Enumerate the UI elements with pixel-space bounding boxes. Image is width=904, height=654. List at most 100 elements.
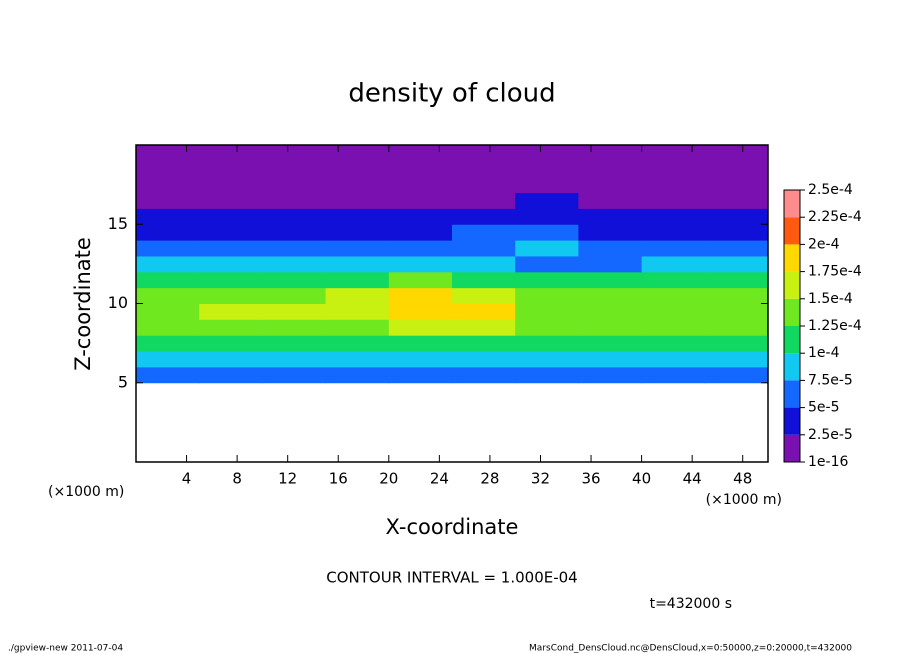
heat-cell <box>136 271 200 289</box>
x-tick-label: 28 <box>480 470 499 488</box>
colorbar-label: 1.25e-4 <box>808 318 862 334</box>
heat-cell <box>452 255 516 273</box>
heat-cell <box>262 160 327 178</box>
heat-cell <box>452 224 516 241</box>
heat-cell <box>515 351 579 368</box>
heat-cell <box>262 366 327 384</box>
heat-cell <box>262 287 327 304</box>
x-tick-label: 32 <box>531 470 550 488</box>
x-tick-label: 24 <box>430 470 449 488</box>
heat-cell <box>262 319 327 336</box>
heat-cell <box>136 208 200 225</box>
heat-cell <box>515 224 579 241</box>
heat-cell <box>262 351 327 368</box>
heat-cell <box>136 192 200 209</box>
heat-cell <box>704 335 769 352</box>
heat-cell <box>452 208 516 225</box>
heat-cell <box>199 366 263 384</box>
heat-cell <box>452 335 516 352</box>
heat-cell <box>325 160 390 178</box>
heat-cell <box>388 303 453 320</box>
colorbar-label: 2e-4 <box>808 236 840 252</box>
heat-cell <box>325 287 390 304</box>
heat-cell <box>388 366 453 384</box>
heat-cell <box>136 351 200 368</box>
heat-cell <box>452 287 516 304</box>
heat-cell <box>388 351 453 368</box>
heat-cell <box>262 208 327 225</box>
colorbar-swatch <box>784 326 800 354</box>
heat-cell <box>641 160 706 178</box>
colorbar-swatch <box>784 244 800 272</box>
x-tick-label: 8 <box>232 470 242 488</box>
heat-cell <box>388 319 453 336</box>
heat-cell <box>641 224 706 241</box>
heat-cell <box>199 319 263 336</box>
heat-cell <box>262 255 327 273</box>
heat-cell <box>388 240 453 257</box>
heat-cell <box>452 351 516 368</box>
heat-cell <box>641 287 706 304</box>
heat-cell <box>262 271 327 289</box>
x-tick-label: 4 <box>182 470 192 488</box>
colorbar-swatch <box>784 380 800 408</box>
heat-cell <box>515 303 579 320</box>
x-tick-label: 16 <box>329 470 348 488</box>
heat-cell <box>578 145 643 162</box>
heat-cell <box>388 208 453 225</box>
heat-cell <box>388 255 453 273</box>
heat-cell <box>452 160 516 178</box>
y-tick-label: 5 <box>118 372 128 391</box>
colorbar-label: 1e-16 <box>808 454 848 470</box>
heat-cell <box>325 319 390 336</box>
heat-cell <box>325 145 390 162</box>
heat-cell <box>578 366 643 384</box>
y-tick-label: 10 <box>108 293 128 312</box>
heat-cell <box>641 208 706 225</box>
heat-cell <box>199 351 263 368</box>
heat-cell <box>262 335 327 352</box>
colorbar-label: 2.5e-4 <box>808 182 853 198</box>
heat-cell <box>199 271 263 289</box>
x-unit: (×1000 m) <box>48 484 124 500</box>
heat-cell <box>262 303 327 320</box>
x-tick-label: 36 <box>581 470 600 488</box>
y-axis-label: Z-coordinate <box>71 237 95 371</box>
heat-cell <box>199 240 263 257</box>
heat-cell <box>262 176 327 194</box>
footer-right: MarsCond_DensCloud.nc@DensCloud,x=0:5000… <box>529 644 852 654</box>
heat-cell <box>515 366 579 384</box>
heat-cell <box>388 271 453 289</box>
heat-cell <box>136 240 200 257</box>
heat-cell <box>388 192 453 209</box>
contour-interval: CONTOUR INTERVAL = 1.000E-04 <box>326 569 577 587</box>
heat-cell <box>641 240 706 257</box>
heat-cell <box>262 224 327 241</box>
heat-cell <box>325 255 390 273</box>
heat-cell <box>704 192 769 209</box>
heat-cell <box>452 240 516 257</box>
x-tick-label: 40 <box>632 470 651 488</box>
heat-cell <box>452 303 516 320</box>
heat-cell <box>325 192 390 209</box>
heat-cell <box>262 240 327 257</box>
x-tick-label: 48 <box>733 470 752 488</box>
heat-cell <box>325 208 390 225</box>
heat-cell <box>704 271 769 289</box>
heat-cell <box>641 351 706 368</box>
heat-cell <box>136 287 200 304</box>
colorbar-label: 2.25e-4 <box>808 209 862 225</box>
heat-cell <box>704 255 769 273</box>
heat-cell <box>199 208 263 225</box>
heat-cell <box>452 319 516 336</box>
heat-cell <box>325 303 390 320</box>
heat-cell <box>388 287 453 304</box>
heat-cell <box>704 224 769 241</box>
colorbar-label: 1.75e-4 <box>808 264 862 280</box>
footer-left: ./gpview-new 2011-07-04 <box>8 644 123 654</box>
colorbar-label: 5e-5 <box>808 400 839 416</box>
heat-cell <box>136 224 200 241</box>
heat-cell <box>452 176 516 194</box>
heat-cell <box>452 366 516 384</box>
